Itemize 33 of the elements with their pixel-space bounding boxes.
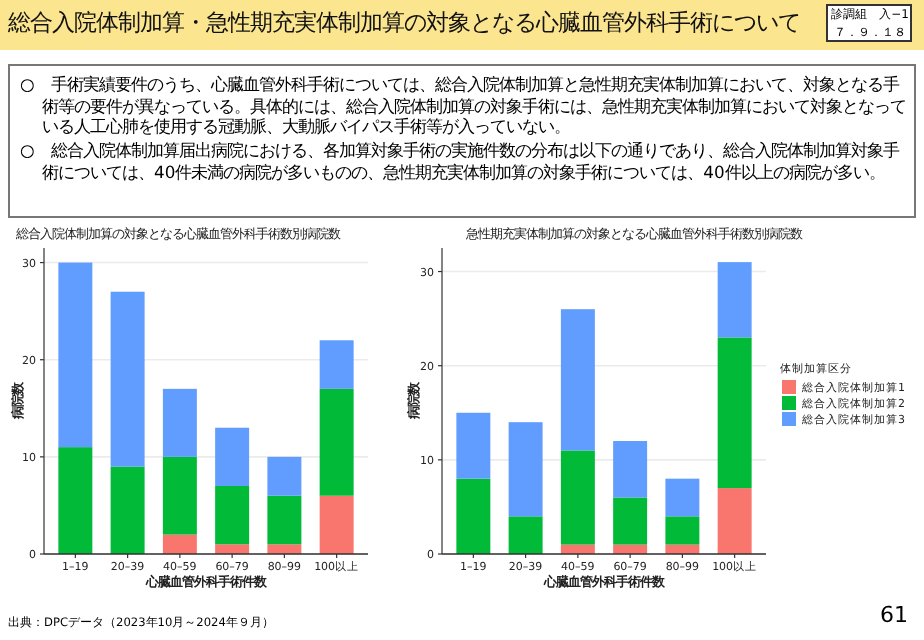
bar bbox=[162, 534, 197, 554]
bar bbox=[215, 544, 250, 554]
bar bbox=[717, 262, 752, 338]
bar bbox=[58, 262, 93, 448]
bar bbox=[456, 478, 491, 554]
text: 総合入院体制加算・急性期充実体制加算の対象となる心臓血管外科手術について bbox=[8, 8, 800, 38]
bar bbox=[508, 422, 543, 517]
bar bbox=[110, 466, 145, 554]
bar bbox=[162, 456, 197, 535]
bar bbox=[456, 412, 491, 479]
bar bbox=[319, 495, 354, 554]
bar bbox=[215, 486, 250, 545]
bar bbox=[508, 516, 543, 554]
text: 61 bbox=[880, 602, 908, 628]
bar bbox=[665, 478, 700, 517]
bar bbox=[717, 337, 752, 489]
bar bbox=[162, 388, 197, 457]
text: ○ 手術実績要件のうち、心臓血管外科手術については、総合入院体制加算と急性期充実体制加算において、対象となる手術等の要件が異なっている。具体的には、総合入院体制加算の対象手術には、急性期充実体制加算において対象となっている人工心肺を使用する冠動脈、大動脈バイパス手術等が入っていない。 bbox=[20, 74, 908, 137]
bar bbox=[110, 291, 145, 467]
bar bbox=[613, 441, 648, 498]
bar bbox=[319, 388, 354, 496]
bar bbox=[267, 495, 302, 545]
bar bbox=[665, 516, 700, 545]
bar bbox=[267, 544, 302, 554]
bar bbox=[319, 340, 354, 389]
bar bbox=[215, 427, 250, 486]
bar bbox=[613, 497, 648, 545]
text: ○ 総合入院体制加算届出病院における、各加算対象手術の実施件数の分布は以下の通りであり、総合入院体制加算対象手術については、40件未満の病院が多いものの、急性期充実体制加算の対象手術については、40件以上の病院が多い。 bbox=[20, 140, 901, 182]
bar bbox=[560, 450, 595, 545]
bar bbox=[58, 447, 93, 554]
bar bbox=[560, 309, 595, 451]
bar bbox=[267, 456, 302, 496]
bar bbox=[717, 488, 752, 554]
